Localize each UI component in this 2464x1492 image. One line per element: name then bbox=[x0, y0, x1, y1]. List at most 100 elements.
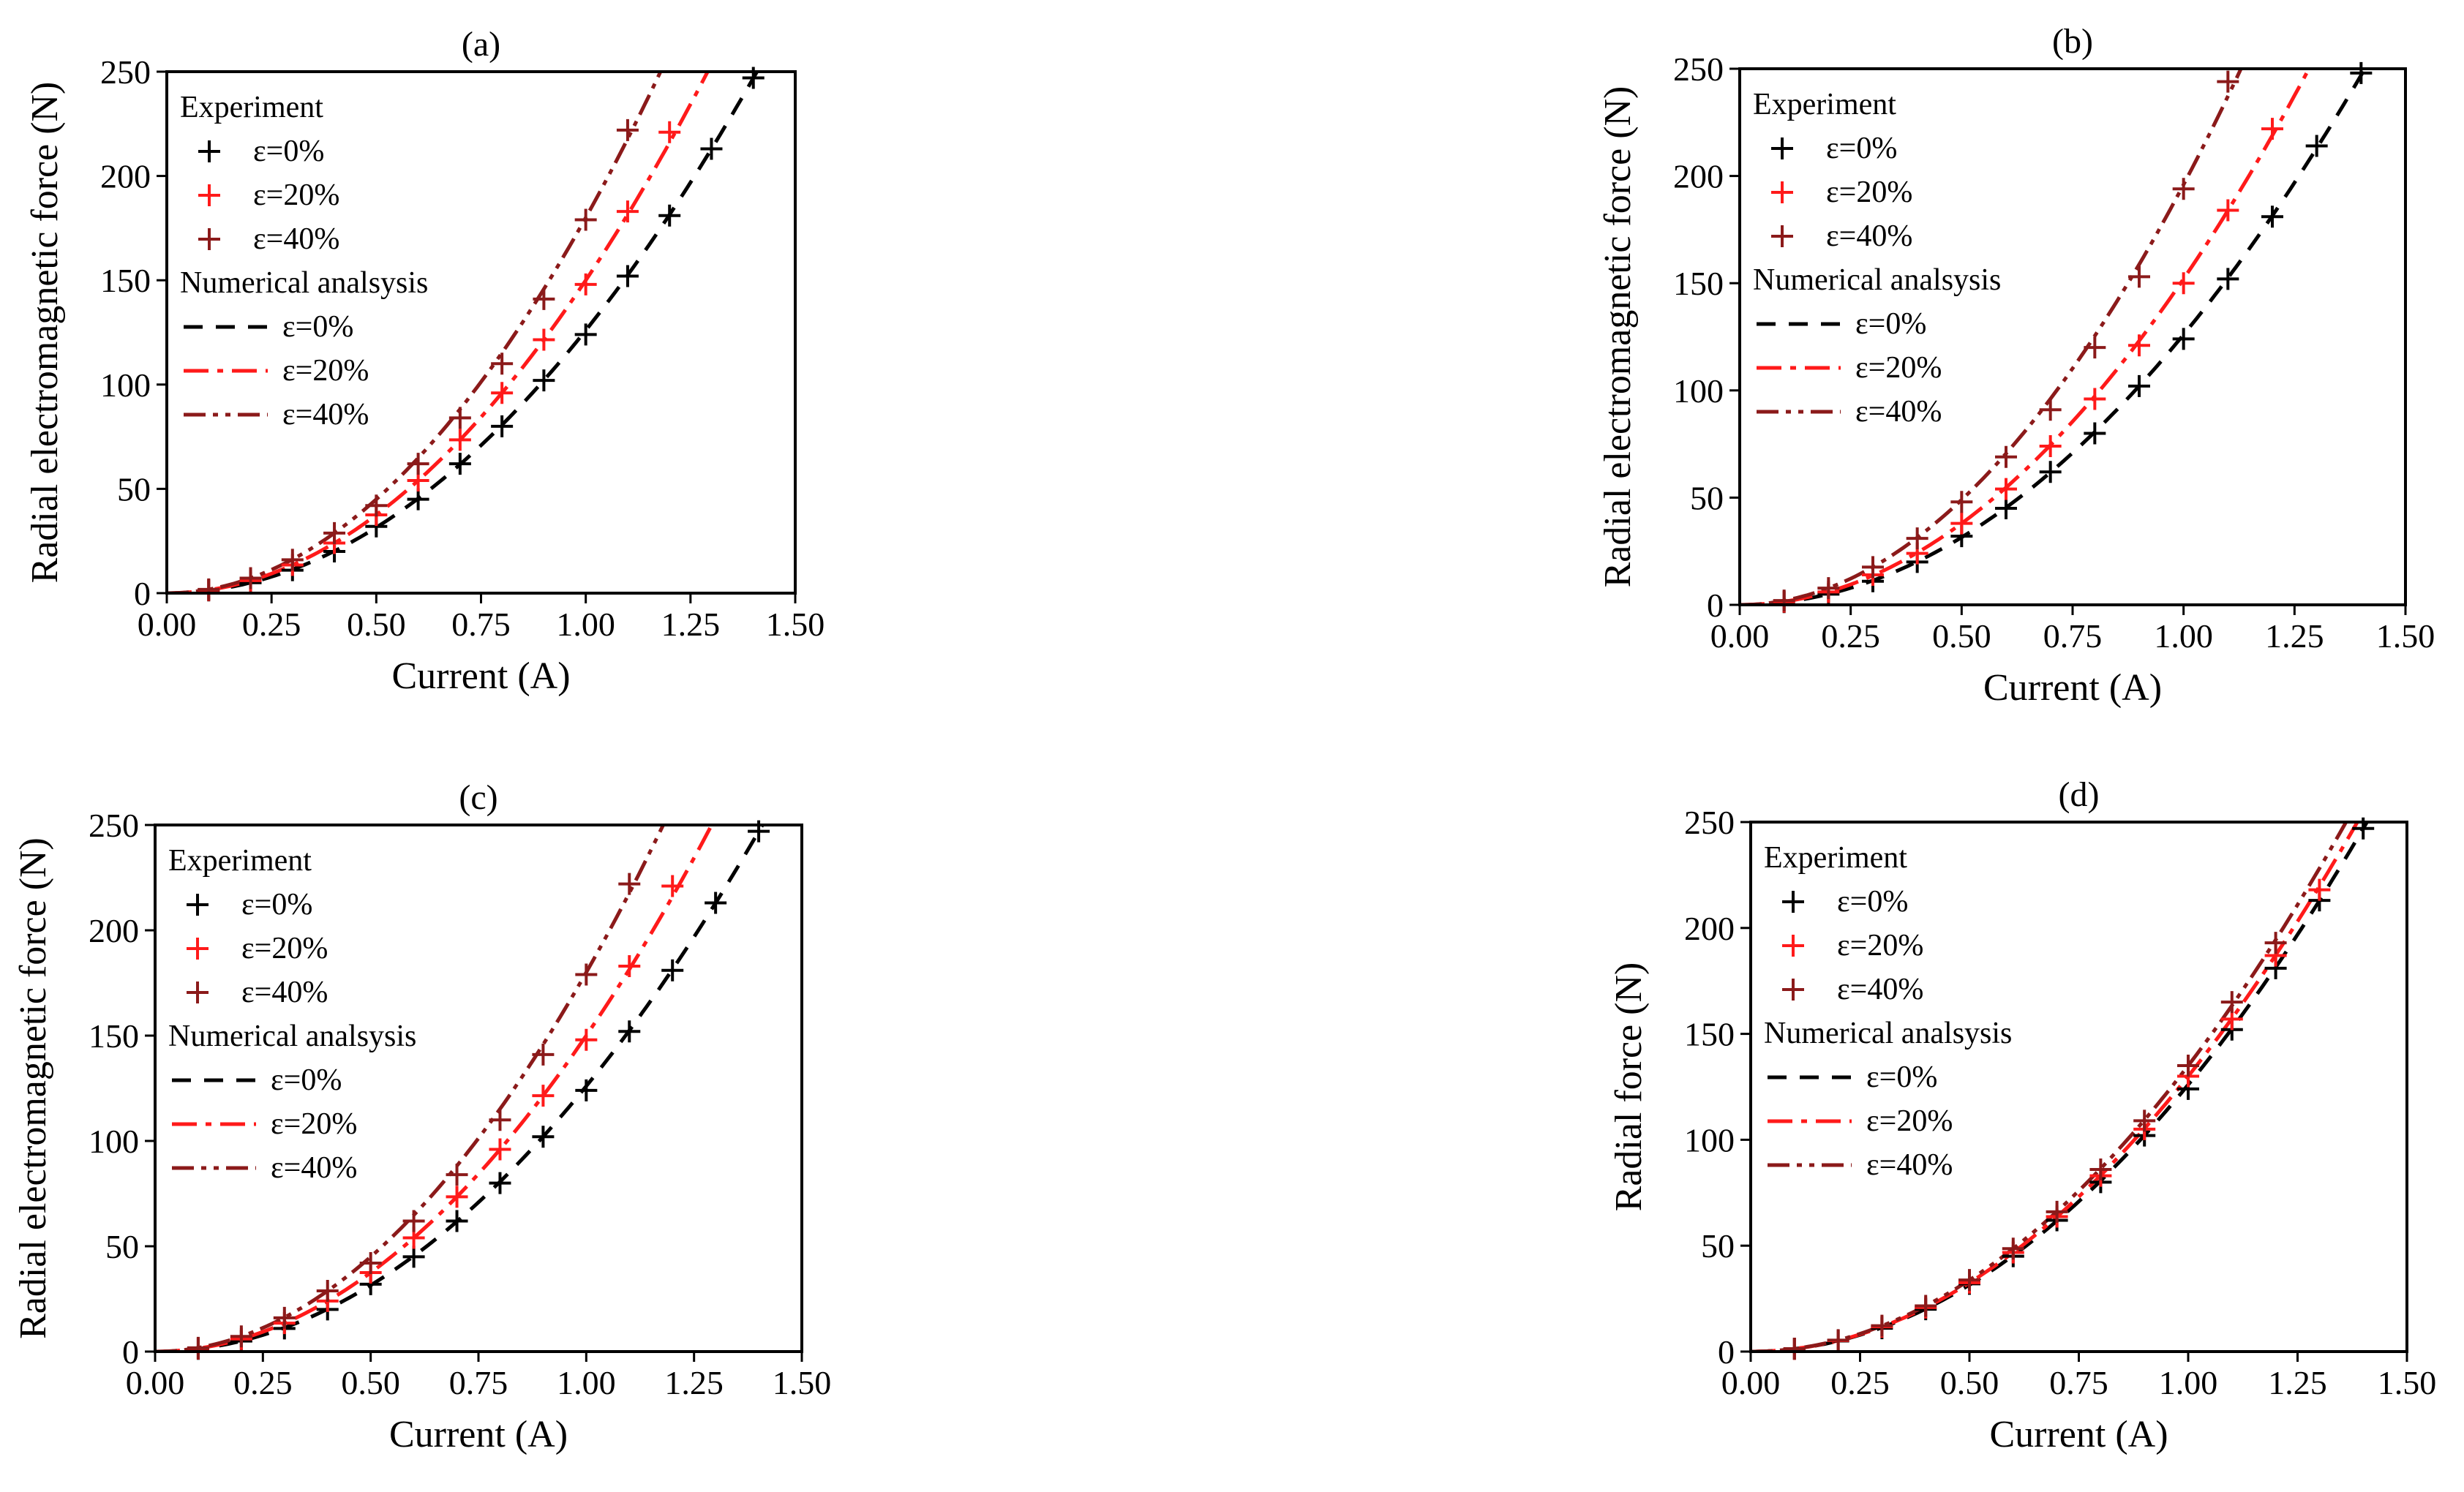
legend-experiment-label: ε=40% bbox=[1837, 973, 1923, 1006]
x-tick-label: 0.50 bbox=[347, 606, 406, 643]
experiment-marker bbox=[407, 488, 429, 510]
numerical-curve-0 bbox=[155, 825, 765, 1352]
experiment-marker bbox=[2172, 178, 2195, 200]
legend-numerical-title: Numerical analsysis bbox=[168, 1020, 416, 1053]
legend-marker bbox=[1771, 137, 1793, 159]
y-tick-label: 100 bbox=[100, 366, 151, 404]
experiment-marker bbox=[1906, 527, 1928, 550]
x-tick-label: 0.50 bbox=[1932, 617, 1991, 655]
experiment-marker bbox=[575, 1028, 598, 1051]
y-axis-label: Radial electromagnetic force (N) bbox=[12, 837, 54, 1339]
experiment-marker bbox=[618, 1020, 641, 1043]
x-tick-label: 1.25 bbox=[664, 1364, 724, 1401]
experiment-marker bbox=[2217, 70, 2239, 93]
experiment-marker bbox=[1995, 497, 2017, 520]
experiment-marker bbox=[1995, 445, 2017, 468]
legend-marker bbox=[187, 982, 209, 1003]
panel-title: (d) bbox=[2059, 775, 2100, 814]
experiment-marker bbox=[2046, 1200, 2068, 1223]
experiment-marker bbox=[658, 121, 681, 143]
experiment-marker bbox=[491, 353, 514, 375]
experiment-marker bbox=[491, 382, 514, 404]
legend-experiment-label: ε=40% bbox=[253, 222, 339, 256]
numerical-curve-0 bbox=[1740, 69, 2367, 605]
experiment-marker bbox=[1783, 1337, 1806, 1360]
experiment-marker bbox=[1950, 512, 1973, 535]
experiment-marker bbox=[2172, 272, 2195, 295]
experiment-marker bbox=[616, 265, 639, 287]
y-tick-label: 50 bbox=[117, 470, 151, 508]
y-tick-label: 250 bbox=[100, 53, 151, 91]
x-tick-label: 1.25 bbox=[661, 606, 721, 643]
experiment-marker bbox=[2172, 328, 2195, 350]
legend-experiment-label: ε=20% bbox=[1826, 176, 1912, 209]
y-tick-label: 200 bbox=[89, 912, 139, 949]
x-tick-label: 0.75 bbox=[2049, 1364, 2108, 1401]
x-tick-label: 0.00 bbox=[1710, 617, 1770, 655]
legend-numerical-title: Numerical analsysis bbox=[1764, 1017, 2012, 1050]
experiment-marker bbox=[2261, 118, 2283, 140]
y-tick-label: 250 bbox=[1684, 804, 1735, 841]
y-tick-label: 50 bbox=[105, 1228, 139, 1265]
experiment-marker bbox=[1862, 556, 1884, 579]
y-tick-label: 150 bbox=[89, 1017, 139, 1055]
experiment-marker bbox=[2128, 265, 2150, 288]
experiment-marker bbox=[2128, 334, 2150, 357]
experiment-marker bbox=[661, 959, 684, 982]
experiment-marker bbox=[575, 963, 598, 986]
experiment-marker bbox=[446, 1210, 468, 1232]
y-tick-label: 0 bbox=[1718, 1333, 1735, 1371]
experiment-marker bbox=[2039, 435, 2062, 458]
numerical-curve-2 bbox=[155, 825, 666, 1352]
experiment-marker bbox=[532, 1085, 555, 1107]
x-axis-label: Current (A) bbox=[1983, 667, 2162, 709]
experiment-marker bbox=[2264, 932, 2287, 954]
legend-experiment-title: Experiment bbox=[180, 91, 323, 124]
x-axis-label: Current (A) bbox=[389, 1414, 568, 1455]
legend-numerical-label: ε=20% bbox=[282, 354, 369, 388]
y-tick-label: 150 bbox=[100, 262, 151, 299]
experiment-marker bbox=[2217, 199, 2239, 222]
experiment-marker bbox=[446, 1164, 468, 1186]
experiment-marker bbox=[705, 892, 727, 914]
numerical-curve-1 bbox=[167, 72, 710, 593]
experiment-marker bbox=[448, 453, 471, 475]
experiment-marker bbox=[661, 875, 684, 897]
experiment-marker bbox=[2039, 399, 2062, 421]
y-tick-label: 200 bbox=[1684, 910, 1735, 947]
experiment-marker bbox=[281, 549, 304, 571]
experiment-marker bbox=[407, 453, 429, 475]
experiment-marker bbox=[2084, 422, 2106, 445]
legend-marker bbox=[198, 228, 220, 250]
y-tick-label: 100 bbox=[89, 1123, 139, 1160]
legend-experiment-label: ε=40% bbox=[1826, 219, 1912, 253]
x-tick-label: 1.25 bbox=[2265, 617, 2324, 655]
legend: Experiment ε=0% ε=20% ε=40% Numerical analsy… bbox=[1764, 841, 2012, 1182]
legend-marker bbox=[1771, 225, 1793, 247]
experiment-marker bbox=[532, 1126, 555, 1148]
legend-experiment-label: ε=0% bbox=[1826, 132, 1897, 165]
y-tick-label: 0 bbox=[1707, 587, 1724, 624]
legend-numerical-label: ε=0% bbox=[271, 1063, 342, 1097]
x-tick-label: 0.50 bbox=[1940, 1364, 1999, 1401]
experiment-marker bbox=[533, 369, 555, 392]
y-tick-label: 100 bbox=[1684, 1121, 1735, 1158]
legend: Experiment ε=0% ε=20% ε=40% Numerical analsy… bbox=[180, 91, 428, 432]
legend: Experiment ε=0% ε=20% ε=40% Numerical analsy… bbox=[1753, 88, 2001, 429]
y-tick-label: 0 bbox=[122, 1333, 139, 1371]
experiment-marker bbox=[2084, 336, 2106, 359]
experiment-marker bbox=[532, 1043, 555, 1066]
experiment-marker bbox=[618, 954, 641, 977]
experiment-marker bbox=[1827, 1329, 1849, 1352]
x-tick-label: 1.25 bbox=[2268, 1364, 2327, 1401]
chart-panel-b: 0.00 0.25 0.50 0.75 1.00 1.25 1.50 0 50 100 150 200… bbox=[1597, 22, 2435, 709]
experiment-marker bbox=[316, 1280, 339, 1303]
legend-marker bbox=[1782, 979, 1804, 1001]
legend-numerical-label: ε=0% bbox=[1866, 1060, 1937, 1094]
experiment-marker bbox=[533, 287, 555, 310]
legend-marker bbox=[187, 938, 209, 960]
experiment-marker bbox=[616, 118, 639, 141]
legend-experiment-title: Experiment bbox=[1753, 88, 1896, 121]
legend-marker bbox=[1782, 935, 1804, 957]
numerical-curve-1 bbox=[1740, 69, 2311, 605]
